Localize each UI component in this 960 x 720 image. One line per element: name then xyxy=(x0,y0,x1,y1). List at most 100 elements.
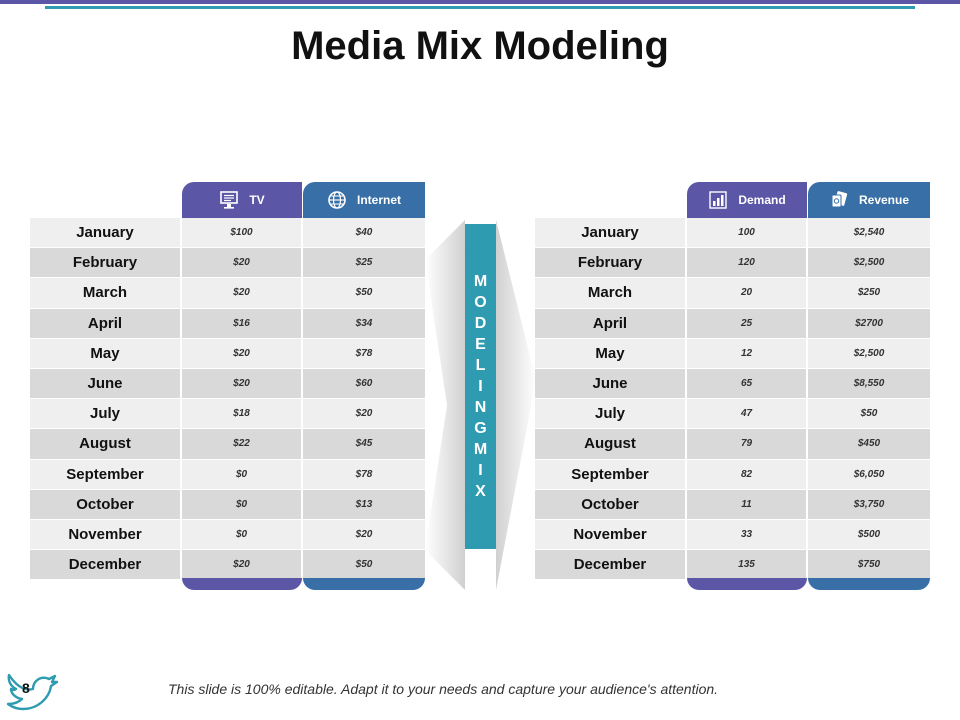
month-cell: January xyxy=(30,218,182,249)
demand-value: 135 xyxy=(687,550,808,581)
table-row: July 47 $50 xyxy=(535,399,930,430)
internet-value: $45 xyxy=(303,429,425,460)
demand-value: 11 xyxy=(687,489,808,520)
month-cell: August xyxy=(30,429,182,460)
table-row: August 79 $450 xyxy=(535,429,930,460)
demand-value: 65 xyxy=(687,368,808,400)
table-row: June 65 $8,550 xyxy=(535,368,930,400)
month-cell: May xyxy=(535,338,687,369)
right-table-body: January 100 $2,540 February 120 $2,500 March… xyxy=(535,218,930,581)
month-cell: September xyxy=(30,459,182,490)
month-cell: November xyxy=(30,519,182,551)
month-cell: September xyxy=(535,459,687,490)
vertical-letter: O xyxy=(474,294,487,311)
vertical-letter: I xyxy=(478,462,483,479)
tv-value: $20 xyxy=(182,338,303,369)
table-row: November $0 $20 xyxy=(30,519,425,551)
table-row: January 100 $2,540 xyxy=(535,218,930,249)
column-header-label: Demand xyxy=(738,193,786,207)
month-cell: July xyxy=(30,399,182,430)
column-header-revenue: Revenue xyxy=(808,182,930,218)
month-cell: June xyxy=(535,368,687,400)
demand-value: 12 xyxy=(687,338,808,369)
month-cell: August xyxy=(535,429,687,460)
internet-value: $20 xyxy=(303,520,425,551)
revenue-value: $2,500 xyxy=(808,339,930,369)
column-footer-internet xyxy=(303,578,425,590)
table-row: December $20 $50 xyxy=(30,550,425,581)
table-row: June $20 $60 xyxy=(30,368,425,400)
revenue-value: $750 xyxy=(808,550,930,581)
table-row: September 82 $6,050 xyxy=(535,459,930,490)
tv-icon xyxy=(220,191,239,209)
column-header-label: Revenue xyxy=(858,193,910,207)
vertical-letter: D xyxy=(474,315,487,332)
vertical-letter: X xyxy=(475,483,486,500)
demand-value: 100 xyxy=(687,218,808,249)
month-cell: October xyxy=(30,489,182,520)
vertical-letter: G xyxy=(474,420,487,437)
right-table-panel: Demand Revenue January 100 $2,540 February… xyxy=(535,182,930,592)
demand-value: 25 xyxy=(687,308,808,339)
column-header-label: Internet xyxy=(356,193,401,207)
chevron-shadow-left xyxy=(425,220,465,590)
table-row: November 33 $500 xyxy=(535,519,930,551)
table-row: April 25 $2700 xyxy=(535,308,930,339)
internet-value: $60 xyxy=(303,369,425,400)
modeling-mix-label: M O D E L I N G M I X xyxy=(465,224,496,549)
revenue-value: $2700 xyxy=(808,309,930,339)
tv-value: $0 xyxy=(182,519,303,551)
table-row: February $20 $25 xyxy=(30,248,425,279)
table-row: February 120 $2,500 xyxy=(535,248,930,279)
demand-value: 20 xyxy=(687,278,808,309)
tv-value: $20 xyxy=(182,368,303,400)
table-row: October $0 $13 xyxy=(30,489,425,520)
column-header-demand: Demand xyxy=(687,182,807,218)
revenue-value: $2,500 xyxy=(808,248,930,279)
internet-value: $34 xyxy=(303,309,425,339)
month-cell: July xyxy=(535,399,687,430)
month-cell: March xyxy=(30,278,182,309)
revenue-value: $450 xyxy=(808,429,930,460)
internet-value: $40 xyxy=(303,218,425,249)
column-header-label: TV xyxy=(249,193,265,207)
month-cell: June xyxy=(30,368,182,400)
table-row: March 20 $250 xyxy=(535,278,930,309)
demand-value: 82 xyxy=(687,459,808,490)
month-cell: November xyxy=(535,519,687,551)
page-number: 8 xyxy=(22,680,30,696)
revenue-value: $250 xyxy=(808,278,930,309)
bird-icon xyxy=(6,673,59,711)
tv-value: $20 xyxy=(182,550,303,581)
bar-chart-icon xyxy=(709,191,728,209)
demand-value: 79 xyxy=(687,429,808,460)
month-cell: May xyxy=(30,338,182,369)
vertical-letter: N xyxy=(474,399,487,416)
table-row: October 11 $3,750 xyxy=(535,489,930,520)
vertical-letter: L xyxy=(475,357,486,374)
column-header-internet: Internet xyxy=(303,182,425,218)
tv-value: $0 xyxy=(182,459,303,490)
column-header-tv: TV xyxy=(182,182,302,218)
tv-value: $20 xyxy=(182,278,303,309)
left-table-panel: TV Internet January $100 $40 February $20 $2… xyxy=(30,182,425,592)
revenue-value: $50 xyxy=(808,399,930,430)
internet-value: $78 xyxy=(303,460,425,490)
tv-value: $16 xyxy=(182,308,303,339)
column-footer-tv xyxy=(182,578,302,590)
tv-value: $20 xyxy=(182,248,303,279)
globe-icon xyxy=(328,191,346,209)
tv-value: $100 xyxy=(182,218,303,249)
revenue-value: $2,540 xyxy=(808,218,930,249)
left-table-body: January $100 $40 February $20 $25 March $20 $5… xyxy=(30,218,425,581)
revenue-value: $8,550 xyxy=(808,369,930,400)
demand-value: 33 xyxy=(687,519,808,551)
revenue-value: $6,050 xyxy=(808,460,930,490)
vertical-letter: I xyxy=(478,378,483,395)
revenue-value: $3,750 xyxy=(808,490,930,520)
internet-value: $13 xyxy=(303,490,425,520)
vertical-letter: M xyxy=(473,441,488,458)
tv-value: $18 xyxy=(182,399,303,430)
top-accent-line xyxy=(45,6,915,9)
demand-value: 47 xyxy=(687,399,808,430)
